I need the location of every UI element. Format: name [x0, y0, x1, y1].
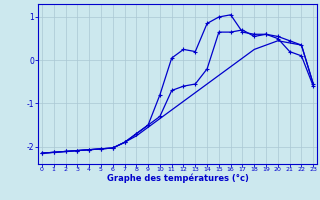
X-axis label: Graphe des températures (°c): Graphe des températures (°c): [107, 174, 249, 183]
